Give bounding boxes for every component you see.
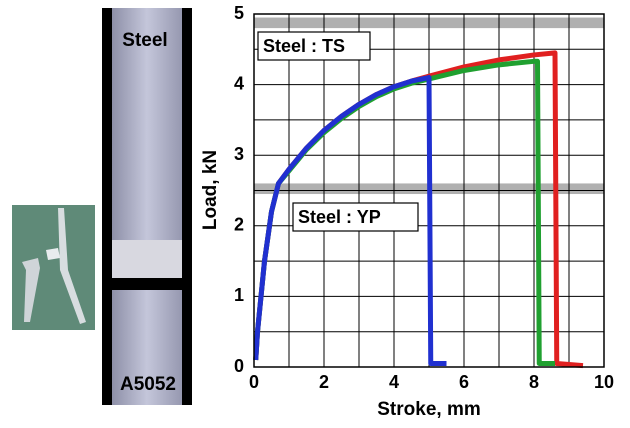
x-tick-label: 4 xyxy=(389,372,399,392)
y-tick-label: 1 xyxy=(234,285,244,305)
x-axis-label: Stroke, mm xyxy=(377,399,480,420)
y-tick-label: 2 xyxy=(234,215,244,235)
photo-label: A5052 xyxy=(120,374,176,395)
specimen-photo: Steel A5052 xyxy=(102,8,192,405)
y-tick-label: 5 xyxy=(234,3,244,23)
annotation: Steel : TS xyxy=(263,36,345,56)
x-tick-label: 0 xyxy=(249,372,259,392)
x-tick-label: 10 xyxy=(594,372,614,392)
y-tick-label: 4 xyxy=(234,73,244,93)
x-tick-label: 6 xyxy=(459,372,469,392)
annotation: Steel : YP xyxy=(298,207,381,227)
y-tick-label: 3 xyxy=(234,144,244,164)
page: Steel A5052 0 2 4 6 8 10 0 1 2 3 4 5 Steel : TS Steel… xyxy=(0,0,630,423)
x-tick-label: 2 xyxy=(319,372,329,392)
chart: 0 2 4 6 8 10 0 1 2 3 4 5 Steel : TS Steel : YP Stroke,… xyxy=(200,3,614,420)
x-tick-label: 8 xyxy=(529,372,539,392)
small-photo xyxy=(12,205,95,330)
y-tick-label: 0 xyxy=(234,356,244,376)
photo-label: Steel xyxy=(122,30,167,51)
y-axis-label: Load, kN xyxy=(200,150,221,230)
